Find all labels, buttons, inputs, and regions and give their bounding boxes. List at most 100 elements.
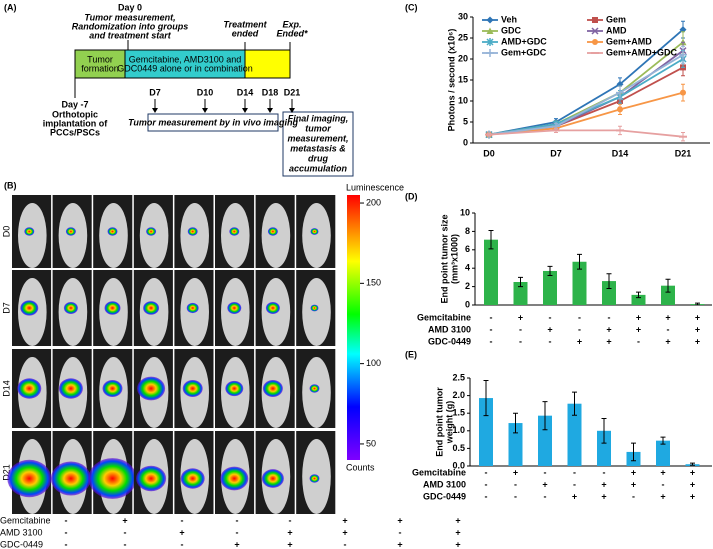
- treatment-sign: +: [636, 324, 641, 334]
- treatment-sign: +: [455, 515, 460, 525]
- y-tick-label: 25: [458, 32, 468, 42]
- marker: [486, 49, 494, 57]
- treatment-sign: +: [513, 467, 518, 477]
- signal: [58, 378, 83, 399]
- error-bar: [695, 302, 700, 306]
- phase-box: [124, 49, 246, 79]
- series-line: [488, 91, 684, 136]
- legend-label: Gem+GDC: [501, 47, 547, 57]
- treatment-sign: -: [519, 324, 522, 334]
- signal: [137, 376, 166, 401]
- timeline-note: PCCs/PSCs: [50, 127, 100, 137]
- signal: [262, 380, 283, 397]
- row-label: D7: [1, 302, 11, 314]
- treatment-sign: +: [577, 336, 582, 346]
- treatment-sign: -: [490, 336, 493, 346]
- treatment-sign: -: [608, 312, 611, 322]
- treatment-sign: -: [544, 491, 547, 501]
- treatment-sign: +: [690, 479, 695, 489]
- treatment-sign: +: [690, 467, 695, 477]
- panel-label: (E): [405, 349, 417, 359]
- error-bar: [513, 412, 518, 434]
- treatment-sign: -: [578, 324, 581, 334]
- bar: [484, 239, 498, 305]
- arrow-head: [242, 108, 248, 113]
- y-tick-label: 2.0: [452, 390, 465, 400]
- row-label: D14: [1, 380, 11, 397]
- signal: [186, 302, 199, 314]
- signal: [220, 466, 249, 491]
- treatment-sign: +: [234, 539, 239, 549]
- treatment-name: Gemcitabine: [412, 467, 466, 477]
- colorbar-tick-label: 50: [366, 438, 376, 448]
- signal: [136, 465, 167, 492]
- signal: [227, 302, 242, 314]
- signal: [265, 302, 280, 314]
- info-text: measurement,: [287, 133, 348, 143]
- panel-label: (B): [4, 180, 17, 190]
- bar: [567, 403, 582, 466]
- y-tick-label: 0: [465, 299, 470, 309]
- y-axis-label: (mm³x1000): [449, 234, 459, 284]
- treatment-sign: -: [544, 467, 547, 477]
- treatment-sign: +: [690, 491, 695, 501]
- y-tick-label: 2.5: [452, 372, 465, 382]
- marker: [616, 88, 624, 97]
- bar: [656, 440, 670, 466]
- treatment-sign: +: [695, 324, 700, 334]
- y-tick-label: 0.0: [452, 460, 465, 470]
- timeline-note: ended: [232, 28, 259, 38]
- phase-box: [74, 49, 126, 79]
- treatment-sign: -: [514, 479, 517, 489]
- signal: [310, 228, 319, 235]
- bar: [479, 398, 493, 466]
- day-label: D7: [149, 87, 161, 97]
- legend-label: Gem: [606, 14, 626, 24]
- treatment-sign: -: [399, 527, 402, 537]
- phase-label: formation: [81, 63, 119, 73]
- timeline-note: Tumor measurement,: [84, 12, 175, 22]
- timeline-note: Treatment: [223, 19, 267, 29]
- signal: [309, 474, 320, 483]
- row-label: D21: [1, 464, 11, 481]
- colorbar-tick-label: 100: [366, 358, 381, 368]
- marker: [591, 27, 599, 35]
- treatment-sign: -: [662, 479, 665, 489]
- error-bar: [690, 462, 695, 466]
- phase-label: GDC0449 alone or in combination: [117, 63, 253, 73]
- legend-label: AMD+GDC: [501, 36, 547, 46]
- day-label: Day 0: [118, 2, 142, 12]
- marker: [679, 50, 687, 59]
- error-bar: [636, 291, 641, 299]
- treatment-sign: -: [65, 527, 68, 537]
- mouse-body: [302, 278, 331, 346]
- treatment-sign: +: [342, 527, 347, 537]
- bar: [538, 415, 552, 466]
- colorbar-tick-label: 150: [366, 278, 381, 288]
- treatment-sign: +: [179, 527, 184, 537]
- treatment-sign: -: [236, 527, 239, 537]
- timeline-note: Ended*: [276, 28, 308, 38]
- mouse-body: [302, 203, 331, 268]
- treatment-sign: +: [665, 312, 670, 322]
- y-tick-label: 20: [458, 53, 468, 63]
- timeline-note: Randomization into groups: [72, 21, 189, 31]
- arrow-head: [289, 108, 295, 113]
- treatment-sign: +: [287, 527, 292, 537]
- info-text: Tumor measurement by in vivo imaging: [128, 117, 298, 127]
- colorbar: [347, 195, 360, 460]
- arrow-head: [152, 108, 158, 113]
- treatment-sign: +: [665, 336, 670, 346]
- treatment-sign: -: [490, 324, 493, 334]
- treatment-sign: -: [603, 467, 606, 477]
- signal: [65, 227, 76, 236]
- treatment-sign: -: [65, 539, 68, 549]
- signal: [143, 301, 160, 315]
- treatment-sign: +: [606, 336, 611, 346]
- error-bar: [542, 401, 548, 431]
- treatment-sign: +: [636, 312, 641, 322]
- treatment-name: AMD 3100: [423, 479, 466, 489]
- treatment-sign: +: [660, 467, 665, 477]
- treatment-sign: +: [342, 515, 347, 525]
